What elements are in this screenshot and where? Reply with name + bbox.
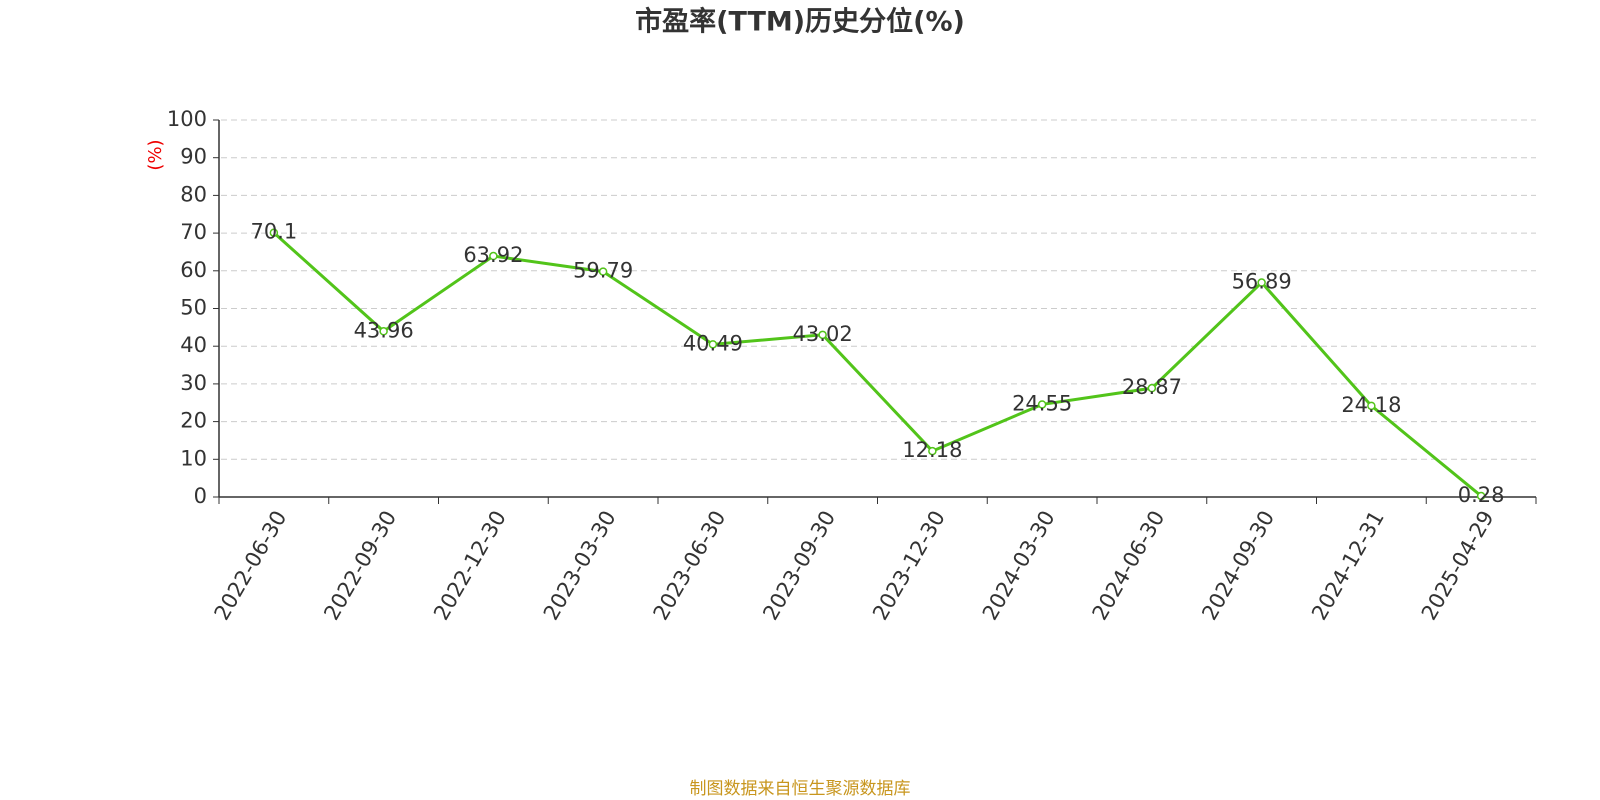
y-tick-label: 0 bbox=[194, 484, 207, 508]
point bbox=[818, 330, 827, 340]
point bbox=[928, 446, 937, 456]
y-tick-label: 60 bbox=[180, 258, 207, 282]
source-note: 制图数据来自恒生聚源数据库 bbox=[690, 779, 911, 799]
data-label: 56.89 bbox=[1232, 270, 1292, 294]
x-tick-label: 2024-12-31 bbox=[1307, 507, 1389, 625]
data-label: 28.87 bbox=[1122, 375, 1182, 399]
point bbox=[489, 251, 498, 261]
y-tick-label: 30 bbox=[180, 371, 207, 395]
y-axis-label: (%) bbox=[145, 139, 166, 170]
x-tick-label: 2023-12-30 bbox=[868, 507, 950, 625]
data-label: 24.18 bbox=[1341, 393, 1401, 417]
y-tick-label: 70 bbox=[180, 220, 207, 244]
data-label: 0.28 bbox=[1458, 483, 1505, 507]
x-tick-label: 2023-09-30 bbox=[758, 507, 840, 625]
y-tick-label: 100 bbox=[167, 107, 207, 131]
data-label: 59.79 bbox=[573, 259, 633, 283]
x-tick-label: 2024-03-30 bbox=[978, 507, 1060, 625]
y-tick-label: 80 bbox=[180, 182, 207, 206]
point bbox=[1147, 383, 1157, 393]
x-tick-label: 2024-09-30 bbox=[1197, 507, 1279, 625]
point bbox=[1037, 400, 1047, 409]
x-tick-label: 2022-09-30 bbox=[319, 507, 401, 625]
point bbox=[1367, 401, 1376, 411]
point bbox=[379, 327, 388, 336]
point bbox=[598, 267, 608, 276]
data-label: 40.49 bbox=[683, 331, 743, 355]
y-tick-label: 10 bbox=[180, 446, 207, 470]
x-tick-label: 2022-06-30 bbox=[210, 507, 292, 625]
y-tick-label: 20 bbox=[180, 409, 207, 433]
y-tick-label: 90 bbox=[180, 145, 207, 169]
data-label: 12.18 bbox=[902, 438, 962, 462]
x-tick-label: 2024-06-30 bbox=[1088, 507, 1170, 625]
series-line bbox=[272, 231, 1483, 498]
chart-title: 市盈率(TTM)历史分位(%) bbox=[635, 6, 965, 38]
point bbox=[1257, 278, 1266, 287]
x-tick-label: 2023-03-30 bbox=[539, 507, 621, 625]
x-tick-label: 2022-12-30 bbox=[429, 507, 511, 625]
data-label: 43.02 bbox=[793, 322, 853, 346]
x-tick-label: 2023-06-30 bbox=[649, 507, 731, 625]
y-tick-label: 50 bbox=[180, 296, 207, 320]
point bbox=[269, 228, 279, 237]
point bbox=[1476, 491, 1486, 501]
data-label: 43.96 bbox=[354, 318, 414, 342]
data-label: 70.1 bbox=[250, 220, 297, 244]
x-tick-label: 2025-04-29 bbox=[1417, 507, 1499, 625]
y-tick-label: 40 bbox=[180, 333, 207, 357]
data-label: 63.92 bbox=[463, 243, 523, 267]
data-label: 24.55 bbox=[1012, 391, 1072, 415]
point bbox=[708, 340, 718, 349]
